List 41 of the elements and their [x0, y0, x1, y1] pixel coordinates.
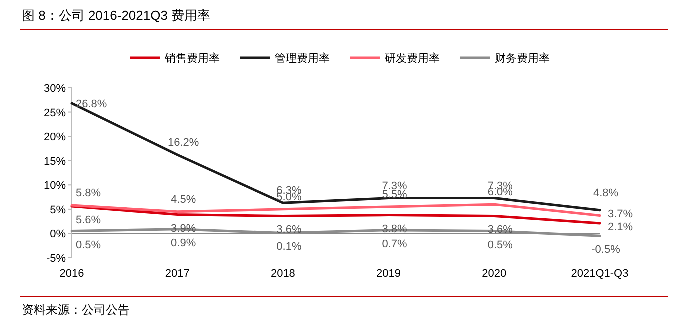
data-label: 6.0%	[488, 186, 514, 199]
x-tick-label: 2019	[376, 268, 402, 280]
data-label: 4.8%	[593, 187, 619, 200]
x-tick-label: 2021Q1-Q3	[571, 268, 629, 280]
text: 资料来源：公司公告	[22, 303, 130, 317]
data-label: 3.6%	[488, 224, 514, 236]
y-tick-label: 10%	[44, 180, 66, 192]
data-label: 3.7%	[608, 208, 634, 221]
data-label: 3.8%	[382, 223, 408, 236]
chart-title: 图 8：公司 2016-2021Q3 费用率	[22, 8, 211, 23]
legend-label: 财务费用率	[495, 52, 550, 65]
data-label: 5.0%	[276, 191, 302, 204]
x-tick-label: 2020	[482, 268, 507, 280]
data-label: 5.8%	[76, 188, 102, 200]
data-label: -0.5%	[592, 244, 621, 256]
y-tick-label: 5%	[50, 204, 66, 216]
line-series	[70, 203, 602, 217]
legend-label: 研发费用率	[385, 52, 440, 65]
x-tick-label: 2016	[60, 268, 84, 280]
data-label: 0.5%	[76, 239, 102, 252]
legend-label: 销售费用率	[164, 52, 220, 65]
data-label: 16.2%	[168, 137, 200, 150]
data-label: 2.1%	[608, 222, 634, 234]
line-series	[70, 205, 602, 225]
legend-label: 管理费用率	[275, 52, 330, 65]
data-label: 0.1%	[276, 241, 302, 254]
x-tick-label: 2017	[165, 268, 190, 280]
y-tick-label: 30%	[44, 83, 66, 95]
data-label: 0.5%	[488, 239, 514, 252]
data-label: 3.9%	[171, 222, 196, 235]
x-tick-label: 2018	[270, 268, 296, 280]
data-label: 4.5%	[171, 194, 196, 206]
y-tick-label: 20%	[44, 132, 66, 144]
y-tick-label: 15%	[44, 156, 66, 168]
y-tick-label: 25%	[44, 107, 66, 120]
data-label: 0.9%	[171, 237, 196, 250]
data-label: 0.7%	[382, 238, 408, 250]
y-tick-label: 0%	[50, 228, 66, 241]
data-label: 5.6%	[76, 214, 102, 227]
y-tick-label: -5%	[46, 253, 66, 265]
data-label: 26.8%	[76, 98, 108, 111]
